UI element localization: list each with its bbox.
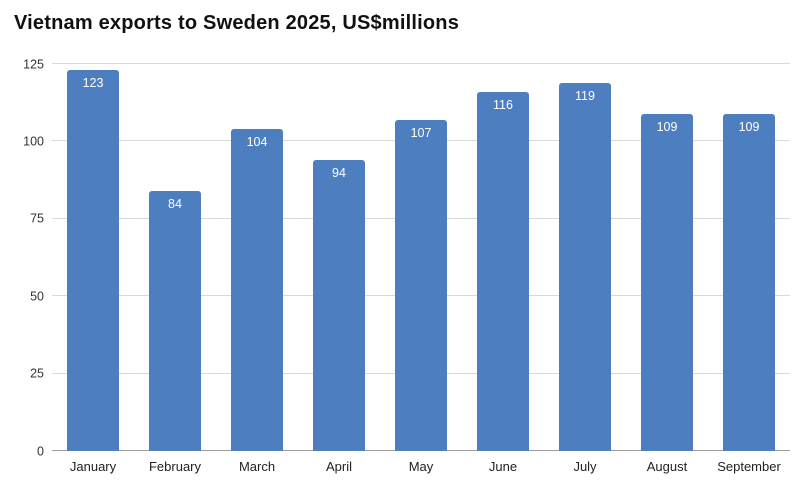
x-tick-label: September [717,459,781,474]
bar-april: 94 [313,159,365,451]
y-tick-label: 100 [23,134,44,149]
bar-value-label: 84 [168,196,182,211]
bar-july: 119 [559,82,611,451]
x-tick-label: July [573,459,597,474]
bar-august: 109 [641,113,693,451]
gridline [52,63,790,64]
y-tick-label: 50 [30,288,44,303]
bar-september: 109 [723,113,775,451]
bar-value-label: 104 [246,135,268,150]
bar-january: 123 [67,70,119,451]
bar-value-label: 109 [738,119,760,134]
x-tick-label: February [148,459,202,474]
y-tick-label: 0 [37,443,44,458]
y-tick-label: 25 [30,366,44,381]
y-tick-label: 75 [30,211,44,226]
x-tick-label: June [488,459,518,474]
bar-march: 104 [231,129,283,451]
chart-title: Vietnam exports to Sweden 2025, US$milli… [14,12,460,34]
bar-june: 116 [477,91,529,451]
x-tick-label: August [646,459,688,474]
bar-value-label: 109 [656,119,678,134]
bar-value-label: 94 [332,165,346,180]
bar-value-label: 107 [410,125,432,140]
bar-value-label: 123 [82,76,104,91]
bar-may: 107 [395,119,447,451]
x-tick-label: May [408,459,434,474]
x-tick-label: April [325,459,352,474]
x-tick-label: March [238,459,276,474]
x-tick-label: January [69,459,117,474]
bar-value-label: 116 [493,97,513,112]
plot-area: 0 25 50 75 100 125 123 January 84 February 104 Marc… [23,58,790,474]
bar-february: 84 [149,190,201,451]
bar-value-label: 119 [575,88,595,103]
y-tick-label: 125 [23,56,44,71]
